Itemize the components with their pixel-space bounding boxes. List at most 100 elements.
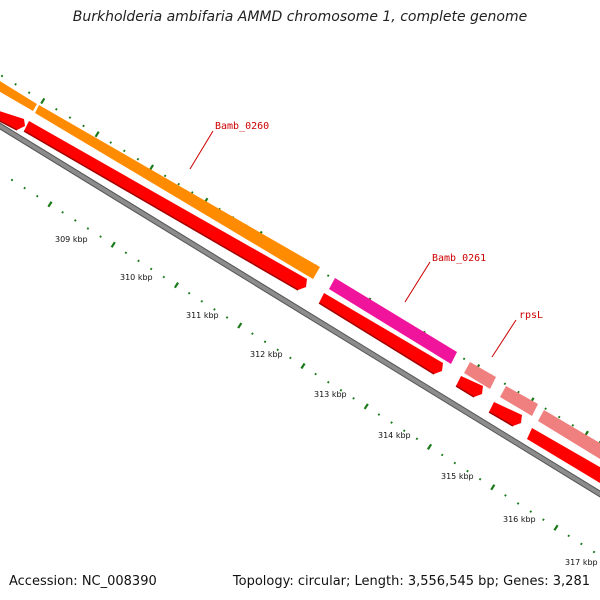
minor-tick — [326, 274, 330, 277]
minor-tick — [544, 407, 547, 411]
minor-tick — [61, 211, 64, 214]
gene-callouts: Bamb_0260 Bamb_0261 rpsL — [189, 121, 543, 358]
feature-segment-rpsl[interactable] — [464, 362, 496, 389]
gene-label-bamb-0261[interactable]: Bamb_0261 — [432, 253, 486, 264]
major-tick — [110, 241, 116, 248]
scale-label: 317 kbp — [565, 558, 598, 567]
major-tick — [300, 362, 306, 370]
scale-label: 312 kbp — [250, 350, 283, 359]
minor-tick — [68, 116, 72, 119]
minor-tick — [137, 259, 140, 263]
feature-segment-bamb-0260[interactable] — [35, 105, 320, 279]
minor-tick — [478, 477, 482, 481]
minor-tick — [377, 413, 381, 416]
feature-segment — [0, 81, 37, 111]
accession-text: Accession: NC_008390 — [9, 574, 157, 589]
minor-tick — [352, 397, 355, 400]
minor-tick — [529, 510, 533, 513]
minor-tick — [415, 437, 419, 441]
major-tick — [94, 131, 100, 138]
minor-tick — [390, 421, 393, 424]
minor-tick — [0, 74, 4, 78]
minor-tick — [440, 453, 444, 457]
minor-tick — [36, 194, 39, 198]
minor-tick — [453, 461, 457, 465]
minor-tick — [504, 494, 507, 497]
major-tick — [237, 322, 243, 329]
minor-tick — [276, 348, 279, 352]
minor-tick — [73, 219, 77, 222]
cds-arrow-rpsl[interactable] — [456, 376, 483, 397]
minor-tick — [123, 149, 126, 153]
minor-tick — [124, 251, 128, 255]
major-tick — [47, 201, 53, 208]
minor-tick — [136, 157, 140, 161]
minor-tick — [187, 291, 191, 295]
major-tick — [148, 164, 155, 171]
feature-track-outer — [0, 81, 600, 459]
major-tick — [363, 403, 369, 410]
minor-tick — [571, 424, 575, 427]
major-tick — [40, 97, 46, 105]
minor-tick — [314, 372, 317, 376]
minor-tick — [200, 299, 204, 303]
minor-tick — [542, 518, 545, 521]
major-tick — [553, 524, 559, 531]
scale-label: 314 kbp — [378, 431, 411, 440]
minor-tick — [466, 469, 469, 473]
gene-label-bamb-0260[interactable]: Bamb_0260 — [215, 121, 269, 132]
cds-arrow-bamb-0260[interactable] — [24, 121, 307, 290]
minor-tick — [190, 191, 194, 194]
callout-line — [404, 261, 431, 303]
callout-line — [491, 319, 517, 358]
major-tick — [426, 443, 433, 450]
cds-track — [0, 111, 600, 483]
minor-tick — [402, 429, 406, 433]
cds-arrow — [489, 402, 522, 426]
minor-tick — [149, 267, 153, 271]
minor-tick — [86, 227, 90, 230]
minor-tick — [517, 390, 520, 394]
minor-tick — [23, 186, 26, 190]
minor-tick — [567, 534, 570, 538]
scale-label: 309 kbp — [55, 235, 88, 244]
minor-tick — [14, 82, 17, 86]
minor-tick — [163, 174, 167, 178]
major-tick — [173, 282, 180, 289]
minor-tick — [109, 141, 113, 144]
minor-tick — [82, 124, 85, 128]
minor-tick — [327, 380, 330, 384]
minor-tick — [289, 356, 292, 360]
scale-labels: 309 kbp 310 kbp 311 kbp 312 kbp 313 kbp … — [55, 235, 598, 567]
inner-tick-ring — [10, 178, 596, 554]
minor-tick — [592, 550, 596, 554]
topology-text: Topology: circular; Length: 3,556,545 bp… — [232, 574, 590, 589]
feature-segment — [538, 410, 600, 459]
minor-tick — [225, 316, 229, 319]
minor-tick — [580, 542, 583, 546]
minor-tick — [503, 382, 507, 386]
major-tick — [490, 484, 496, 491]
scale-label: 313 kbp — [314, 390, 347, 399]
minor-tick — [99, 235, 102, 238]
cds-arrow — [527, 428, 600, 483]
minor-tick — [462, 357, 466, 361]
minor-tick — [557, 415, 561, 419]
minor-tick — [10, 178, 14, 182]
minor-tick — [251, 332, 254, 335]
feature-segment-bamb-0261[interactable] — [329, 278, 457, 364]
minor-tick — [27, 91, 31, 94]
scale-label: 310 kbp — [120, 273, 153, 282]
scale-label: 311 kbp — [186, 311, 219, 320]
feature-segment — [500, 386, 538, 416]
cds-arrow — [0, 111, 25, 130]
scale-label: 316 kbp — [503, 515, 536, 524]
callout-line — [189, 130, 214, 170]
minor-tick — [213, 308, 216, 311]
cds-arrow-bamb-0261[interactable] — [319, 293, 443, 374]
map-title: Burkholderia ambifaria AMMD chromosome 1… — [72, 9, 528, 25]
gene-label-rpsl[interactable]: rpsL — [519, 310, 543, 321]
scale-label: 315 kbp — [441, 472, 474, 481]
